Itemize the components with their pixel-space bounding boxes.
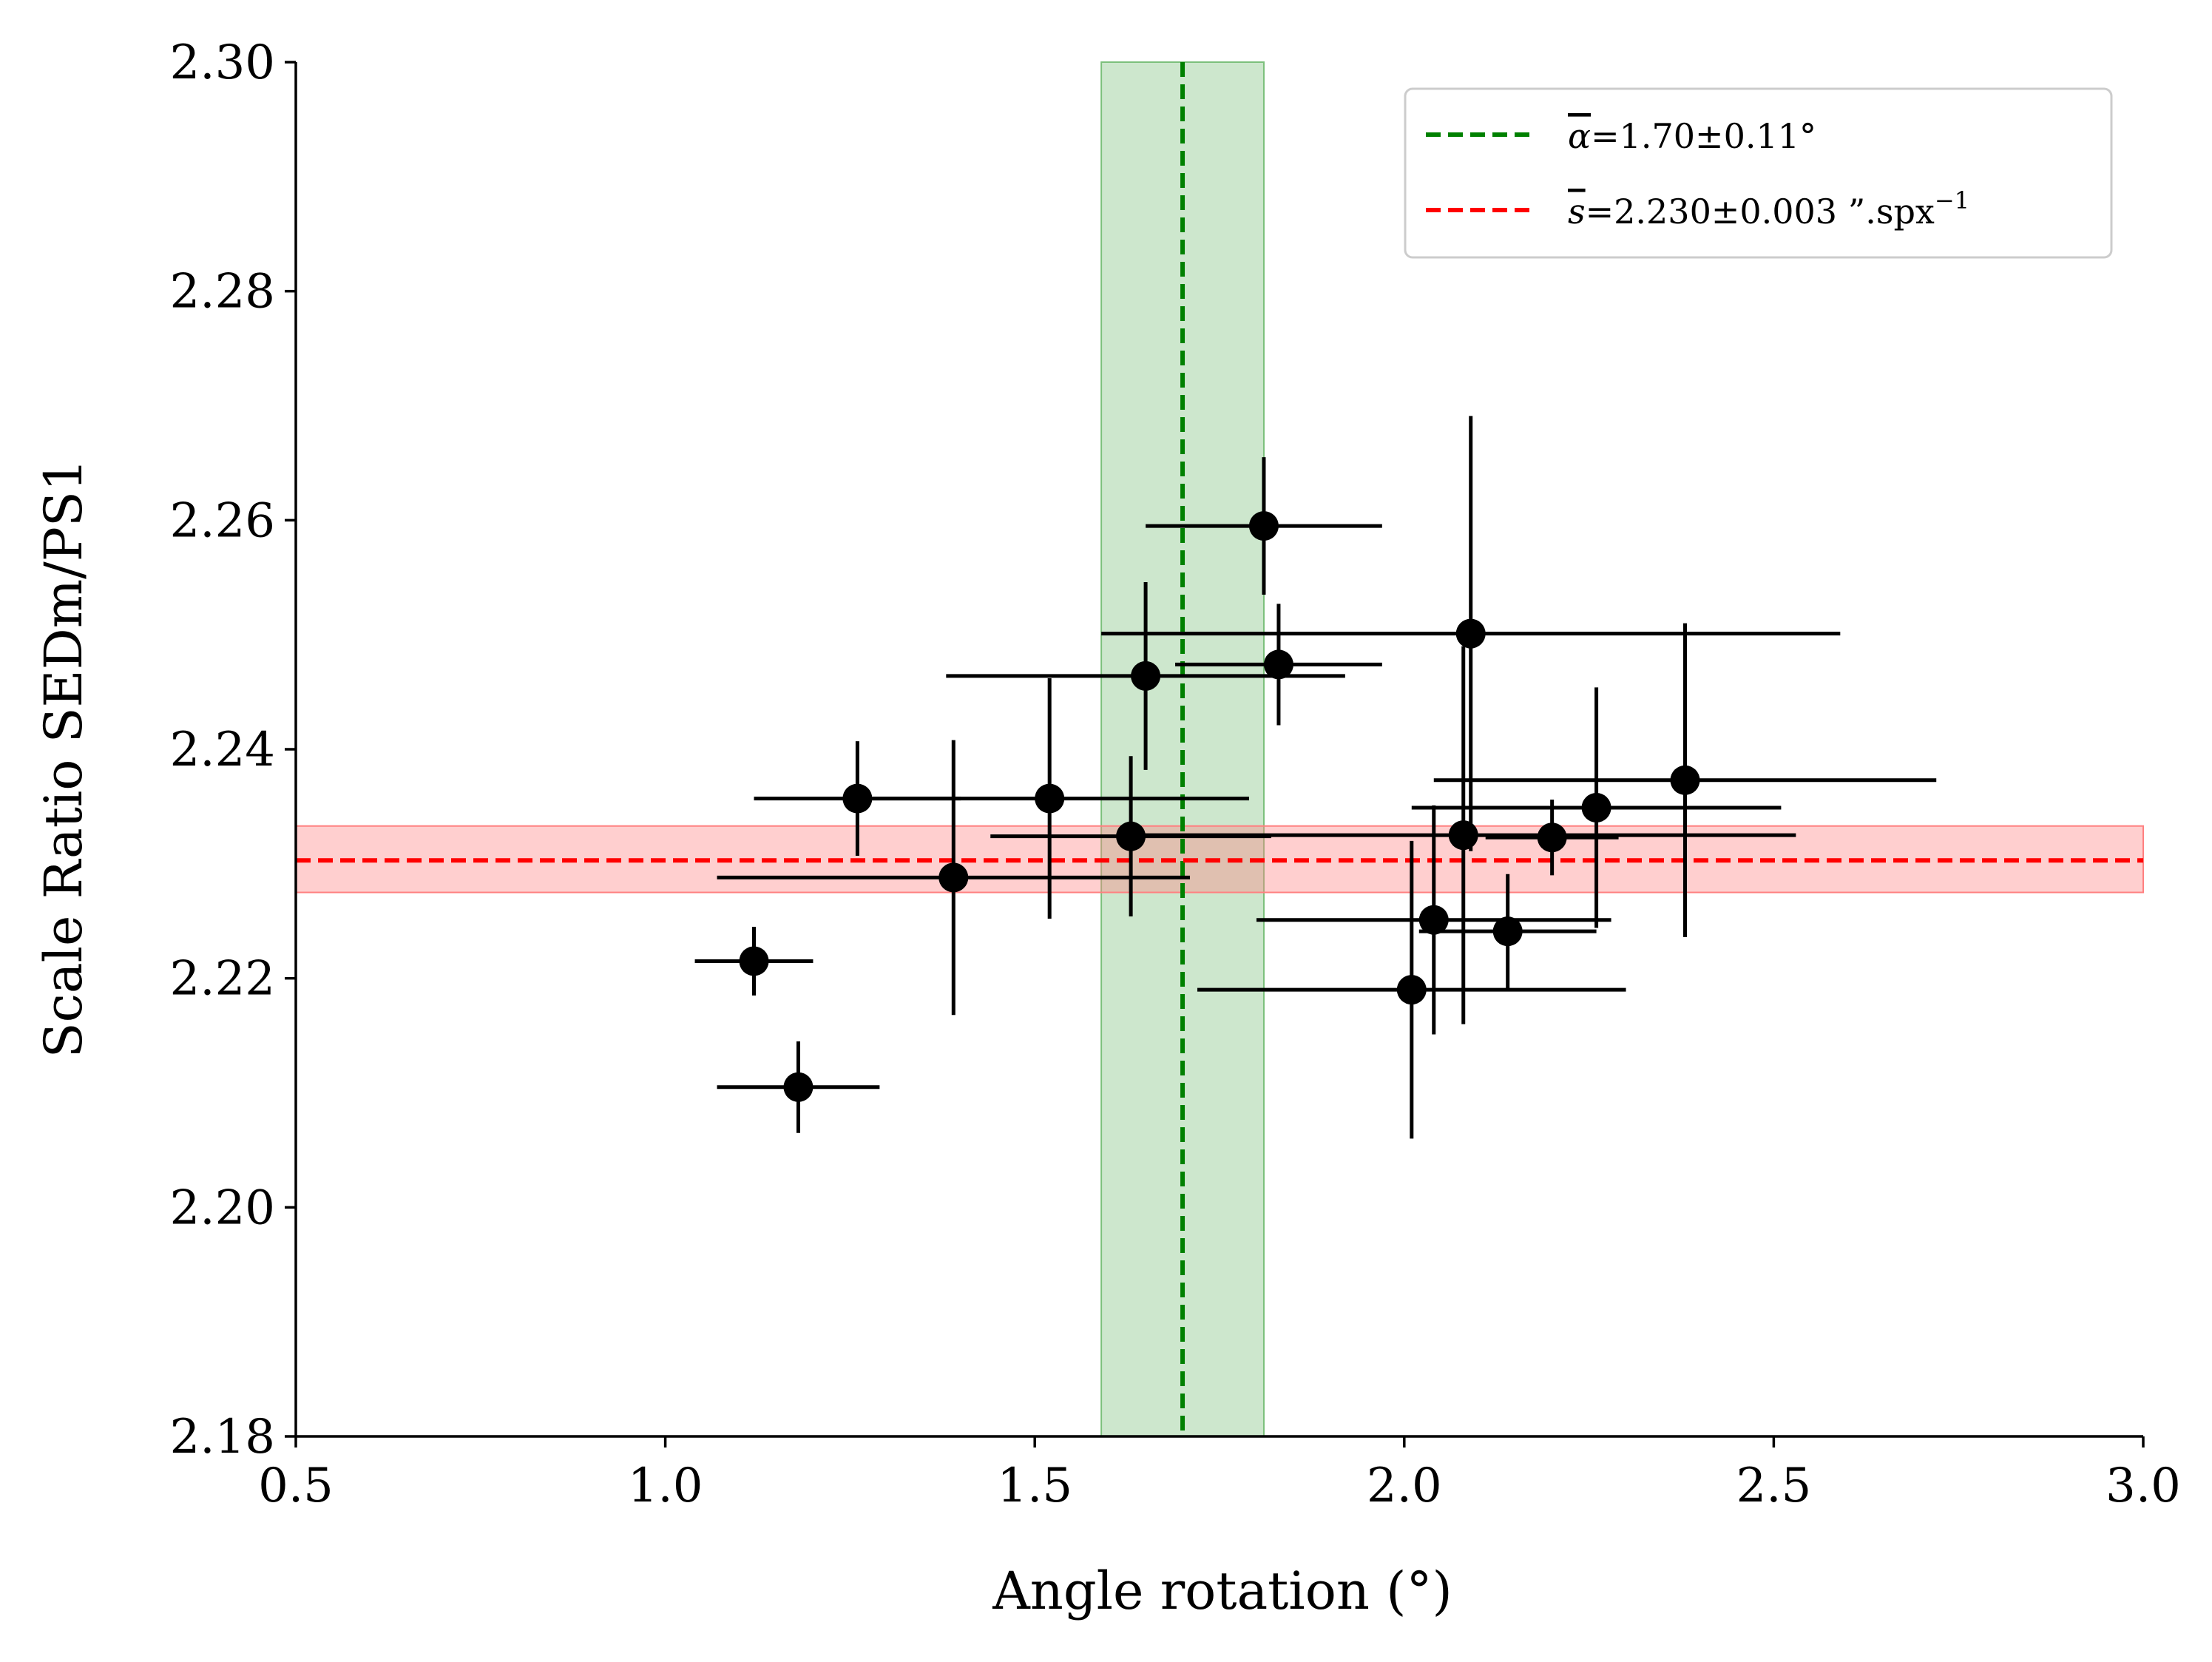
y-tick-label: 2.20	[170, 1180, 276, 1235]
legend-frame	[1404, 87, 2113, 259]
data-point	[1131, 661, 1161, 691]
data-point	[783, 1072, 814, 1102]
legend-label-scale: s=2.230±0.003 ”.spx−1	[1568, 186, 1969, 232]
y-tick-label: 2.30	[170, 36, 276, 90]
x-tick-label: 0.5	[258, 1459, 334, 1513]
legend-value-scale: =2.230±0.003 ”.spx	[1586, 192, 1935, 232]
data-point	[1537, 822, 1567, 853]
data-point	[1035, 783, 1065, 814]
legend-label-angle: α=1.70±0.11°	[1568, 116, 1816, 156]
data-point	[1396, 975, 1427, 1005]
data-point	[1455, 618, 1486, 649]
data-point	[1263, 649, 1293, 680]
reference-bands	[295, 61, 2144, 1437]
y-tick-label: 2.22	[170, 952, 276, 1007]
x-axis-label: Angle rotation (°)	[992, 1561, 1452, 1621]
error-bars	[694, 416, 1937, 1139]
x-tick-label: 2.5	[1736, 1459, 1812, 1513]
legend-prefix-angle: α	[1568, 116, 1591, 156]
data-points	[739, 511, 1700, 1102]
legend-prefix-scale: s	[1568, 192, 1586, 232]
data-point	[1248, 511, 1279, 541]
data-point	[1448, 820, 1478, 851]
legend-value-angle: =1.70±0.11°	[1591, 116, 1816, 156]
data-point	[1581, 792, 1611, 822]
y-tick-label: 2.28	[170, 265, 276, 320]
legend: α=1.70±0.11° s=2.230±0.003 ”.spx−1	[1404, 87, 2113, 259]
x-tick-label: 1.0	[628, 1459, 703, 1513]
y-tick-label: 2.24	[170, 723, 276, 777]
y-tick-label: 2.26	[170, 493, 276, 548]
data-point	[842, 783, 873, 814]
y-axis-label: Scale Ratio SEDm/PS1	[33, 459, 94, 1058]
data-point	[1418, 905, 1449, 935]
x-tick-label: 1.5	[997, 1459, 1072, 1513]
y-tick-label: 2.18	[170, 1410, 276, 1465]
legend-superscript-scale: −1	[1935, 186, 1969, 214]
y-axis-ticks: 2.18 2.20 2.22 2.24 2.26 2.28 2.30	[170, 36, 296, 1465]
x-axis-ticks: 0.5 1.0 1.5 2.0 2.5 3.0	[258, 1436, 2181, 1513]
data-point	[1492, 916, 1523, 947]
data-point	[739, 946, 769, 976]
reference-lines	[296, 62, 2143, 1436]
data-point	[938, 862, 969, 893]
x-tick-label: 3.0	[2106, 1459, 2181, 1513]
x-tick-label: 2.0	[1367, 1459, 1442, 1513]
data-point	[1116, 821, 1146, 851]
data-point	[1670, 765, 1700, 795]
